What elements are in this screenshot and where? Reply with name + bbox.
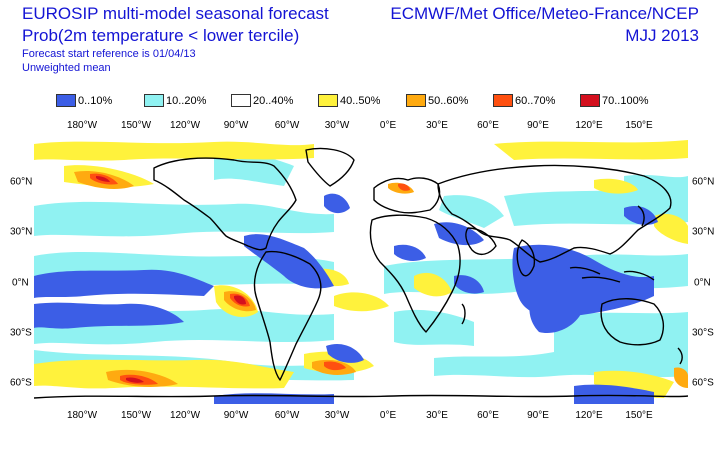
legend-swatch bbox=[231, 94, 251, 107]
legend-swatch bbox=[144, 94, 164, 107]
lon-label-top: 0°E bbox=[379, 120, 397, 131]
map-subtitle: Prob(2m temperature < lower tercile) bbox=[22, 26, 300, 45]
lon-label-top: 150°E bbox=[625, 120, 653, 131]
lon-label-bottom: 150°E bbox=[625, 410, 653, 421]
lon-label-bottom: 90°E bbox=[527, 410, 549, 421]
centres-label: ECMWF/Met Office/Meteo-France/NCEP bbox=[390, 4, 699, 23]
legend-label: 0..10% bbox=[78, 95, 113, 107]
lon-label-top: 30°W bbox=[324, 120, 350, 131]
legend-swatch bbox=[493, 94, 513, 107]
lat-label-left: 30°N bbox=[10, 226, 33, 238]
lon-label-bottom: 0°E bbox=[379, 410, 397, 421]
legend-label: 10..20% bbox=[166, 95, 207, 107]
lat-label-right: 60°N bbox=[692, 176, 715, 188]
lon-label-top: 30°E bbox=[426, 120, 448, 131]
lon-label-top: 90°W bbox=[223, 120, 249, 131]
probability-zone-70-100 bbox=[96, 176, 246, 383]
coastlines bbox=[34, 147, 688, 399]
lon-label-top: 60°W bbox=[274, 120, 300, 131]
lon-label-bottom: 30°E bbox=[426, 410, 448, 421]
lon-label-bottom: 60°W bbox=[274, 410, 300, 421]
mean-type: Unweighted mean bbox=[22, 62, 111, 74]
lat-label-right: 30°S bbox=[692, 327, 714, 339]
legend-swatch bbox=[580, 94, 600, 107]
legend-swatch bbox=[406, 94, 426, 107]
lon-label-top: 150°W bbox=[120, 120, 152, 131]
lat-label-right: 60°S bbox=[692, 377, 714, 389]
legend-swatch bbox=[318, 94, 338, 107]
lon-label-top: 120°W bbox=[169, 120, 201, 131]
lat-label-left: 60°S bbox=[10, 377, 32, 389]
lon-label-bottom: 30°W bbox=[324, 410, 350, 421]
lon-label-top: 180°W bbox=[66, 120, 98, 131]
lat-label-right: 0°N bbox=[694, 277, 711, 289]
lon-label-bottom: 150°W bbox=[120, 410, 152, 421]
forecast-start-reference: Forecast start reference is 01/04/13 bbox=[22, 48, 196, 60]
lat-label-left: 30°S bbox=[10, 327, 32, 339]
lat-label-left: 60°N bbox=[10, 176, 33, 188]
legend-label: 20..40% bbox=[253, 95, 294, 107]
legend-label: 70..100% bbox=[602, 95, 649, 107]
lon-label-top: 120°E bbox=[575, 120, 603, 131]
lon-label-top: 90°E bbox=[527, 120, 549, 131]
map-title: EUROSIP multi-model seasonal forecast bbox=[22, 4, 329, 23]
lon-label-bottom: 60°E bbox=[477, 410, 499, 421]
season-label: MJJ 2013 bbox=[625, 26, 699, 45]
lon-label-top: 60°E bbox=[477, 120, 499, 131]
legend-swatch bbox=[56, 94, 76, 107]
lon-label-bottom: 120°W bbox=[169, 410, 201, 421]
legend-label: 50..60% bbox=[428, 95, 469, 107]
lon-label-bottom: 120°E bbox=[575, 410, 603, 421]
lon-label-bottom: 180°W bbox=[66, 410, 98, 421]
lat-label-right: 30°N bbox=[692, 226, 715, 238]
lon-label-bottom: 90°W bbox=[223, 410, 249, 421]
legend-label: 40..50% bbox=[340, 95, 381, 107]
legend-label: 60..70% bbox=[515, 95, 556, 107]
lat-label-left: 0°N bbox=[12, 277, 29, 289]
probability-map bbox=[34, 136, 688, 404]
